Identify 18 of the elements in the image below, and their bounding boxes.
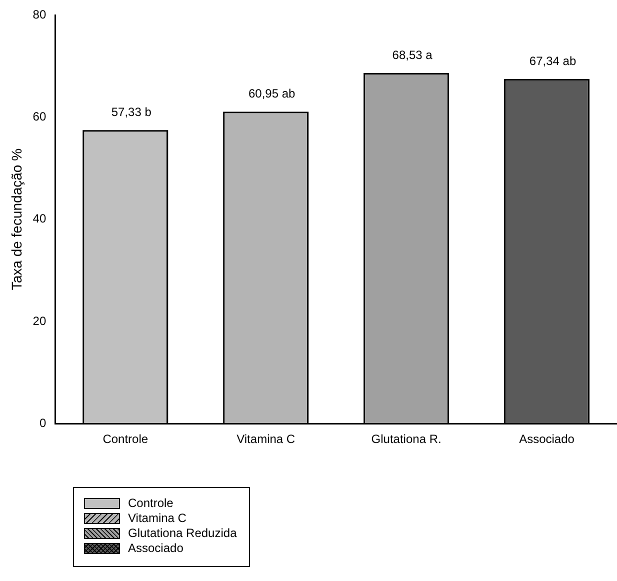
y-tick-label: 0 (39, 416, 46, 430)
y-tick-label: 60 (32, 109, 46, 124)
legend-label: Vitamina C (128, 511, 186, 526)
legend-label: Glutationa Reduzida (128, 526, 237, 541)
y-tick-label: 40 (32, 212, 46, 226)
x-tick-label: Controle (102, 432, 148, 446)
legend-label: Controle (128, 496, 174, 511)
x-tick-label: Associado (519, 432, 575, 446)
x-tick-label: Glutationa R. (371, 432, 442, 446)
y-axis-title: Taxa de fecundação % (8, 148, 24, 290)
y-tick-label: 20 (32, 314, 46, 328)
data-label: 57,33 b (111, 105, 152, 120)
data-label: 60,95 ab (248, 86, 296, 101)
x-tick-label: Vitamina C (236, 432, 296, 446)
legend-label: Associado (128, 541, 184, 556)
data-label: 67,34 ab (529, 54, 576, 68)
data-label: 68,53 a (392, 48, 433, 62)
y-tick-label: 80 (32, 7, 46, 22)
